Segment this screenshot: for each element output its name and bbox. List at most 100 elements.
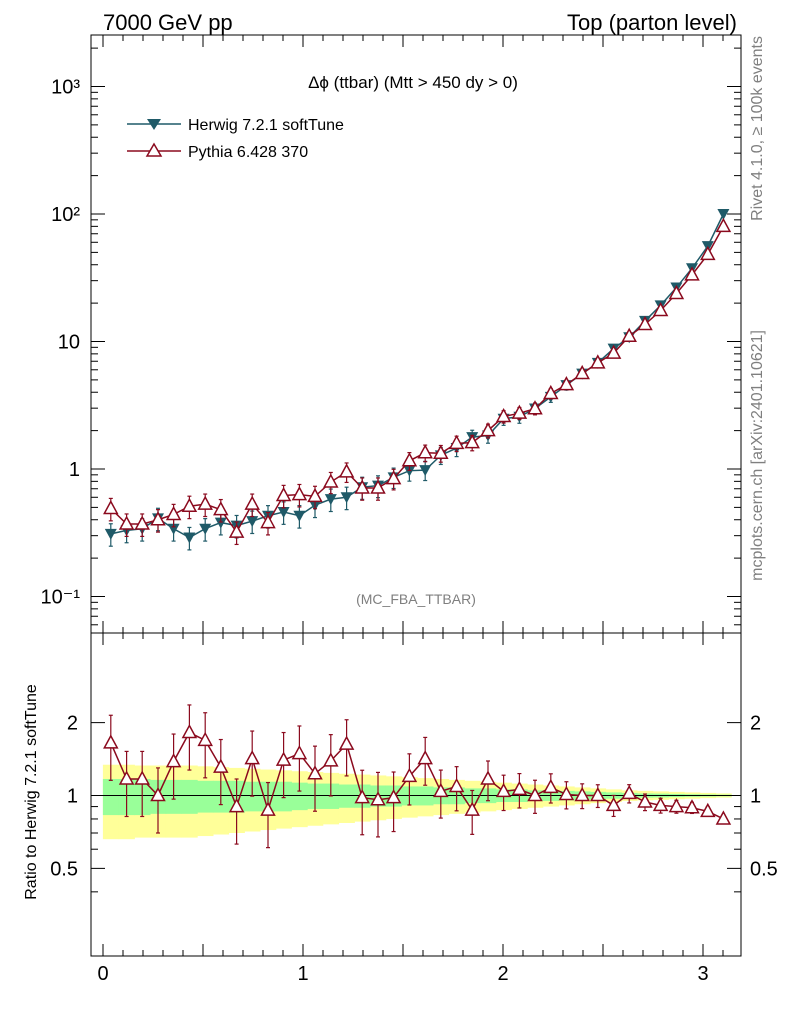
ratio-point-pythia	[527, 786, 543, 802]
ratio-y-tick-label-right: 1	[750, 786, 761, 808]
legend: Herwig 7.2.1 softTune Pythia 6.428 370	[127, 117, 344, 161]
legend-entry-herwig: Herwig 7.2.1 softTune	[127, 117, 344, 134]
point-pythia	[668, 284, 685, 300]
ratio-point-pythia	[370, 791, 386, 806]
legend-marker-herwig	[147, 119, 161, 130]
point-pythia	[197, 495, 213, 510]
point-pythia	[448, 434, 465, 450]
ratio-point-pythia	[543, 778, 559, 794]
point-pythia	[605, 344, 622, 359]
point-pythia	[103, 499, 119, 515]
point-herwig	[246, 516, 259, 528]
main-axis-ticks: 10⁻¹ 1 10 10² 10³	[41, 35, 741, 633]
point-pythia	[401, 452, 418, 467]
main-y-tick-label: 10⁻¹	[41, 587, 81, 609]
ratio-point-pythia	[275, 751, 292, 766]
point-pythia	[700, 245, 716, 261]
point-pythia	[323, 473, 339, 488]
ratio-point-pythia	[652, 796, 669, 812]
ratio-point-pythia	[134, 770, 150, 785]
point-herwig	[324, 494, 337, 506]
ratio-y-tick-label-left: 0.5	[50, 858, 78, 880]
ratio-point-pythia	[621, 784, 637, 800]
point-pythia	[590, 354, 606, 369]
ratio-point-pythia	[197, 731, 213, 747]
ratio-point-pythia	[495, 782, 512, 798]
header-right: Top (parton level)	[567, 10, 737, 35]
ratio-point-pythia	[637, 793, 653, 808]
ratio-point-pythia	[291, 744, 308, 760]
ratio-point-pythia	[228, 798, 245, 813]
point-pythia	[338, 463, 355, 478]
point-herwig	[104, 528, 117, 540]
ratio-y-tick-label-right: 2	[750, 713, 761, 735]
point-pythia	[244, 495, 260, 510]
legend-entry-pythia: Pythia 6.428 370	[127, 142, 308, 161]
ratio-point-pythia	[511, 780, 528, 796]
point-pythia	[511, 404, 528, 419]
ratio-point-pythia	[150, 786, 166, 802]
point-pythia	[527, 400, 543, 415]
point-herwig	[214, 517, 227, 529]
point-herwig	[403, 465, 416, 477]
ratio-y-tick-label-left: 1	[67, 786, 78, 808]
point-herwig	[340, 492, 353, 504]
point-pythia	[118, 515, 135, 530]
ratio-panel: 0 1 2 3 0.5 0.5 1 1 2 2	[50, 632, 778, 985]
point-pythia	[181, 497, 198, 513]
point-pythia	[652, 301, 669, 317]
ratio-point-pythia	[260, 801, 276, 816]
legend-label-pythia: Pythia 6.428 370	[188, 144, 308, 161]
point-pythia	[354, 479, 370, 494]
point-pythia	[417, 444, 433, 459]
point-pythia	[370, 479, 386, 494]
ratio-point-pythia	[213, 758, 229, 773]
plot-title: Δϕ (ttbar) (Mtt > 450 dy > 0)	[308, 73, 518, 92]
x-tick-label: 3	[697, 963, 708, 985]
point-pythia	[307, 487, 323, 503]
ratio-y-tick-label-left: 2	[67, 713, 78, 735]
point-pythia	[480, 422, 496, 437]
point-pythia	[134, 515, 150, 530]
rivet-label: Rivet 4.1.0, ≥ 100k events	[749, 36, 766, 221]
point-pythia	[621, 327, 637, 342]
point-pythia	[385, 470, 402, 485]
point-herwig	[183, 532, 196, 544]
x-tick-label: 1	[297, 963, 308, 985]
ratio-point-pythia	[700, 802, 716, 818]
point-pythia	[495, 407, 512, 423]
ratio-point-pythia	[448, 777, 465, 793]
point-herwig	[293, 510, 306, 522]
point-pythia	[574, 364, 590, 380]
ratio-point-pythia	[338, 735, 355, 750]
ratio-point-pythia	[558, 785, 575, 801]
point-pythia	[433, 444, 449, 459]
point-herwig	[277, 506, 290, 518]
legend-marker-pythia	[145, 142, 163, 157]
point-pythia	[275, 486, 292, 502]
ratio-point-pythia	[118, 770, 135, 785]
point-herwig	[199, 523, 212, 535]
ratio-point-pythia	[181, 723, 198, 739]
point-pythia	[213, 501, 229, 516]
ratio-point-pythia	[480, 770, 496, 785]
ratio-point-pythia	[715, 810, 732, 825]
point-pythia	[260, 514, 276, 529]
point-pythia	[150, 511, 166, 526]
point-pythia	[637, 315, 653, 331]
point-herwig	[167, 523, 180, 535]
mcplots-label: mcplots.cern.ch [arXiv:2401.10621]	[749, 330, 766, 581]
band-inner-bin	[291, 782, 308, 811]
ratio-point-pythia	[417, 750, 433, 765]
point-pythia	[291, 486, 308, 501]
ratio-point-pythia	[574, 786, 590, 802]
ratio-y-label: Ratio to Herwig 7.2.1 softTune	[23, 684, 40, 900]
main-y-tick-label: 10²	[51, 204, 80, 226]
point-pythia	[165, 505, 182, 521]
main-panel: Δϕ (ttbar) (Mtt > 450 dy > 0) (MC_FBA_TT…	[41, 34, 742, 634]
point-pythia	[543, 384, 559, 400]
main-series	[103, 209, 732, 551]
ratio-point-pythia	[354, 789, 370, 804]
point-pythia	[684, 266, 700, 281]
